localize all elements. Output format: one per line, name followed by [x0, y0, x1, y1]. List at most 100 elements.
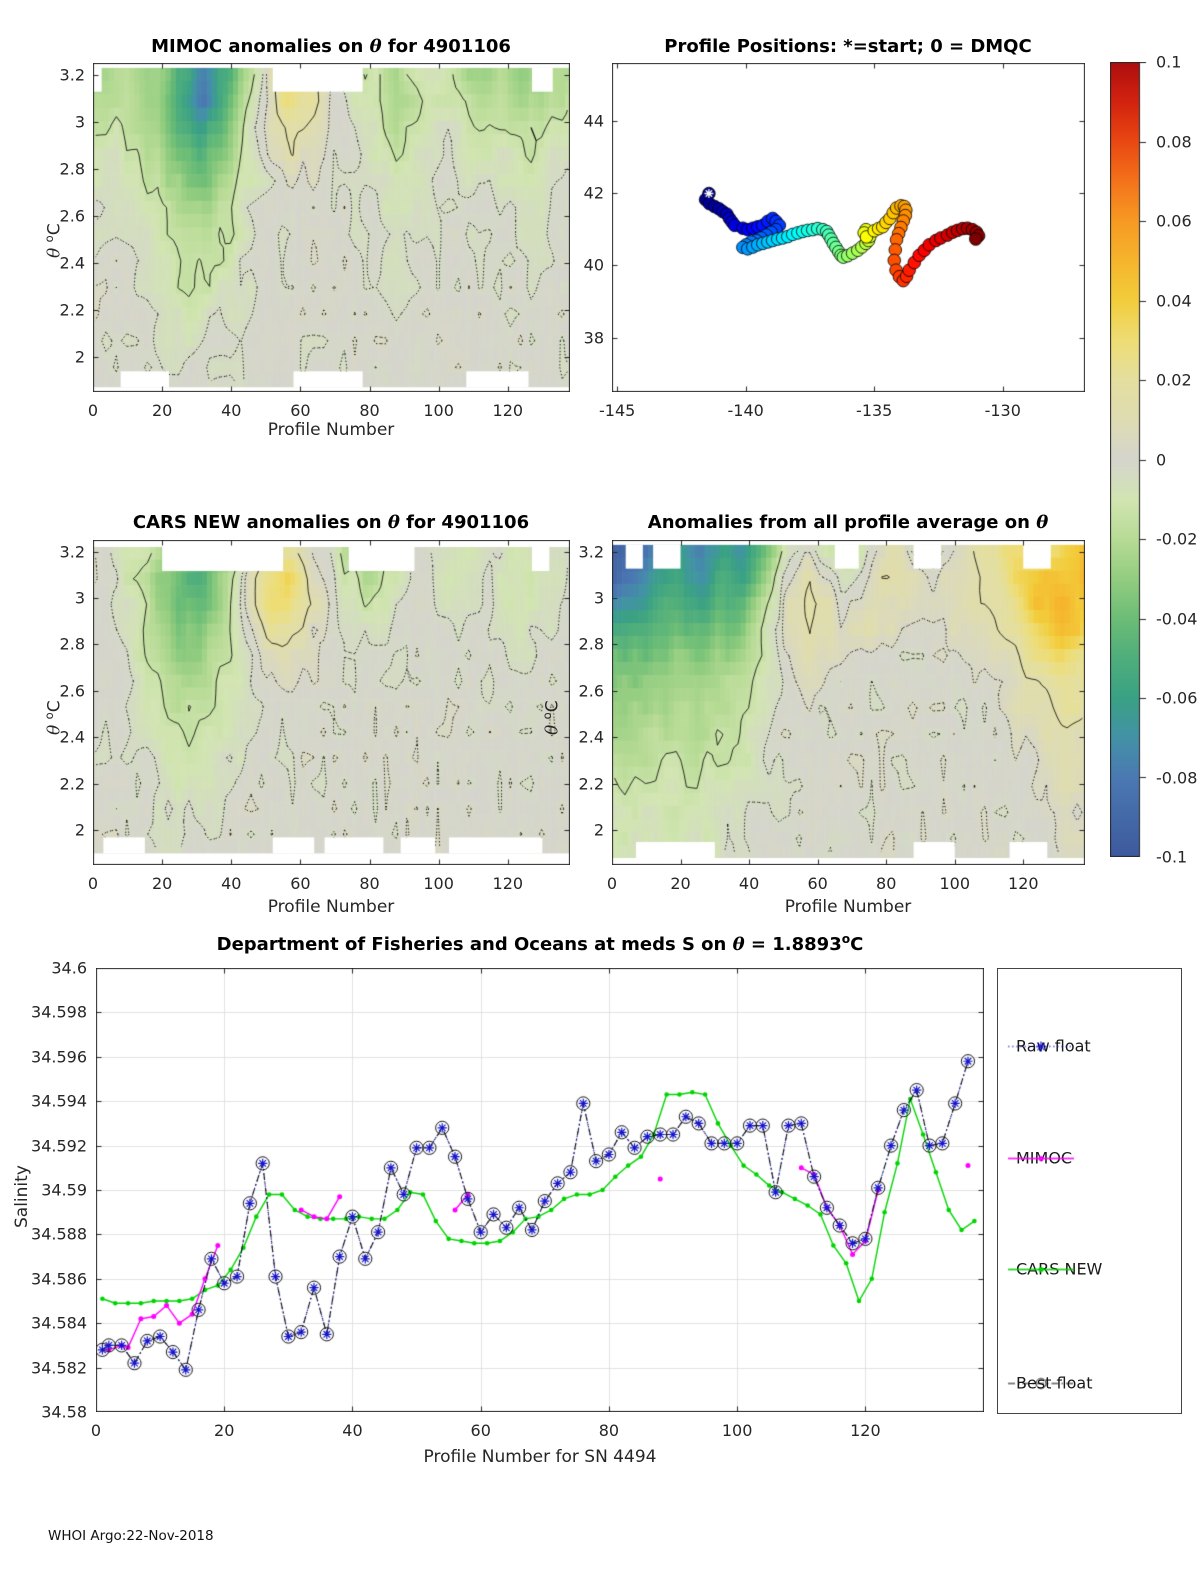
watermark-text: WHOI Argo:22-Nov-2018 — [48, 1528, 214, 1544]
tick-label: -0.08 — [1156, 768, 1198, 787]
tick-label: -0.02 — [1156, 529, 1198, 549]
legend-item-raw-float: Raw float — [1006, 1037, 1091, 1056]
tick-label: 2 — [593, 820, 604, 840]
raw-float-line-sample-icon — [1006, 1038, 1076, 1054]
colorbar — [1110, 62, 1148, 857]
tick-label: 34.584 — [31, 1313, 87, 1333]
tick-label: 3 — [74, 588, 85, 608]
cars-new-line-sample-icon — [1006, 1261, 1076, 1277]
tick-label: 80 — [359, 874, 380, 893]
tick-label: 60 — [290, 874, 311, 893]
tick-label: 34.592 — [31, 1136, 87, 1156]
tick-label: 0 — [87, 874, 99, 893]
salinity-xlabel: Profile Number for SN 4494 — [423, 1447, 657, 1467]
tick-label: 2.6 — [59, 206, 85, 226]
allprofile-xlabel: Profile Number — [784, 897, 912, 917]
tick-label: 60 — [807, 874, 828, 893]
salinity-plot-title: Department of Fisheries and Oceans at me… — [216, 932, 864, 955]
legend-item-mimoc: MIMOC — [1006, 1149, 1076, 1168]
tick-label: 34.582 — [31, 1358, 87, 1378]
mimoc-xlabel: Profile Number — [267, 420, 395, 440]
tick-label: 0.04 — [1156, 291, 1192, 310]
tick-label: 44 — [583, 111, 604, 131]
allprofile-ylabel: θ oC — [540, 700, 563, 735]
tick-label: 60 — [470, 1421, 491, 1440]
tick-label: -135 — [856, 401, 893, 420]
tick-label: 0 — [606, 874, 618, 893]
tick-label: 34.594 — [31, 1091, 87, 1111]
tick-label: -140 — [727, 401, 764, 420]
tick-label: 0 — [87, 401, 99, 420]
tick-label: 40 — [583, 255, 604, 275]
tick-label: -0.04 — [1156, 609, 1198, 628]
tick-label: 20 — [670, 874, 691, 893]
tick-label: 40 — [738, 874, 760, 893]
tick-label: 2.8 — [578, 634, 604, 654]
tick-label: 20 — [151, 874, 173, 893]
tick-label: 2.4 — [59, 253, 85, 273]
tick-label: 2 — [74, 347, 85, 367]
tick-label: 40 — [221, 874, 242, 893]
legend-box: Raw float MIMOC CARS NEW Best float — [997, 968, 1182, 1414]
profile-positions-map — [612, 63, 1085, 392]
mimoc-plot-title: MIMOC anomalies on θ for 4901106 — [151, 36, 511, 57]
tick-label: 2.2 — [59, 300, 85, 320]
tick-label: 2.8 — [59, 634, 85, 654]
tick-label: 0 — [90, 1421, 102, 1440]
tick-label: 120 — [850, 1421, 881, 1440]
allprofile-heatmap — [612, 540, 1085, 865]
tick-label: 2 — [74, 820, 85, 840]
tick-label: 0.1 — [1156, 52, 1182, 72]
tick-label: 40 — [221, 401, 242, 420]
best-float-line-sample-icon — [1006, 1375, 1076, 1391]
tick-label: 3.2 — [59, 65, 85, 85]
tick-label: 100 — [423, 874, 454, 893]
tick-label: 20 — [214, 1421, 235, 1440]
positions-plot-title: Profile Positions: *=start; 0 = DMQC — [664, 36, 1032, 57]
tick-label: -0.06 — [1156, 688, 1198, 708]
tick-label: 0.06 — [1156, 211, 1192, 231]
tick-label: 120 — [1008, 874, 1039, 893]
tick-label: 34.596 — [31, 1047, 87, 1067]
tick-label: 100 — [721, 1421, 753, 1440]
tick-label: -0.1 — [1156, 847, 1188, 867]
tick-label: 3.2 — [59, 542, 85, 562]
tick-label: 100 — [939, 874, 971, 893]
tick-label: 0.08 — [1156, 132, 1192, 151]
tick-label: 100 — [423, 401, 454, 420]
tick-label: 3.2 — [578, 542, 604, 562]
tick-label: 0 — [1156, 450, 1167, 469]
tick-label: 38 — [583, 328, 604, 348]
tick-label: -145 — [598, 401, 636, 420]
tick-label: 20 — [151, 401, 173, 420]
tick-label: 3 — [74, 112, 85, 132]
tick-label: 0.02 — [1156, 370, 1192, 390]
tick-label: 34.586 — [31, 1269, 87, 1289]
tick-label: 34.588 — [31, 1224, 87, 1244]
tick-label: 34.59 — [41, 1180, 87, 1200]
salinity-ylabel: Salinity — [12, 1165, 32, 1228]
mimoc-heatmap — [93, 63, 570, 392]
tick-label: 2.6 — [59, 681, 85, 701]
tick-label: 42 — [583, 183, 604, 203]
tick-label: 40 — [342, 1421, 363, 1440]
tick-label: 3 — [593, 588, 604, 608]
tick-label: 80 — [359, 401, 380, 420]
tick-label: 2.2 — [578, 774, 604, 794]
tick-label: 2.6 — [578, 681, 604, 701]
tick-label: 34.6 — [51, 958, 87, 978]
tick-label: 120 — [492, 401, 524, 420]
salinity-line-chart — [96, 968, 984, 1412]
cars-plot-title: CARS NEW anomalies on θ for 4901106 — [132, 512, 530, 533]
legend-item-best-float: Best float — [1006, 1374, 1092, 1393]
tick-label: 2.4 — [59, 727, 85, 747]
tick-label: 60 — [290, 401, 311, 420]
legend-item-cars-new: CARS NEW — [1006, 1260, 1102, 1279]
tick-label: -130 — [984, 401, 1021, 420]
tick-label: 120 — [492, 874, 524, 893]
tick-label: 34.598 — [31, 1002, 87, 1022]
cars-heatmap — [93, 540, 570, 865]
tick-label: 2.4 — [578, 727, 604, 747]
allprofile-plot-title: Anomalies from all profile average on θ — [647, 512, 1049, 533]
